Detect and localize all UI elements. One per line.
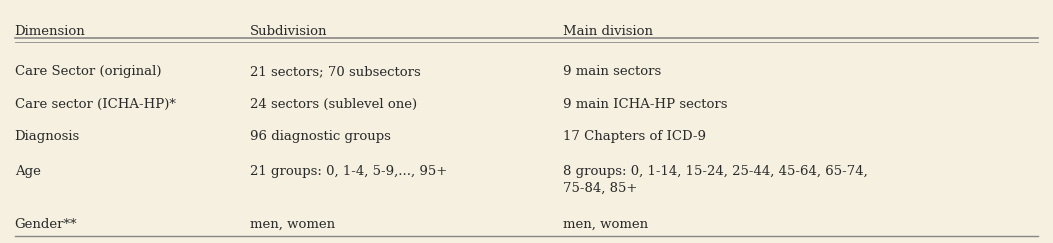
- Text: Care Sector (original): Care Sector (original): [15, 65, 161, 78]
- Text: 9 main sectors: 9 main sectors: [563, 65, 661, 78]
- Text: Subdivision: Subdivision: [250, 25, 327, 38]
- Text: 21 sectors; 70 subsectors: 21 sectors; 70 subsectors: [250, 65, 420, 78]
- Text: Age: Age: [15, 165, 40, 178]
- Text: 8 groups: 0, 1-14, 15-24, 25-44, 45-64, 65-74,
75-84, 85+: 8 groups: 0, 1-14, 15-24, 25-44, 45-64, …: [563, 165, 868, 195]
- Text: 96 diagnostic groups: 96 diagnostic groups: [250, 130, 391, 143]
- Text: Main division: Main division: [563, 25, 653, 38]
- Text: Diagnosis: Diagnosis: [15, 130, 80, 143]
- Text: Gender**: Gender**: [15, 218, 77, 231]
- Text: Care sector (ICHA-HP)*: Care sector (ICHA-HP)*: [15, 98, 176, 111]
- Text: men, women: men, women: [563, 218, 649, 231]
- Text: 21 groups: 0, 1-4, 5-9,..., 95+: 21 groups: 0, 1-4, 5-9,..., 95+: [250, 165, 446, 178]
- Text: 9 main ICHA-HP sectors: 9 main ICHA-HP sectors: [563, 98, 728, 111]
- Text: 17 Chapters of ICD-9: 17 Chapters of ICD-9: [563, 130, 707, 143]
- Text: 24 sectors (sublevel one): 24 sectors (sublevel one): [250, 98, 417, 111]
- Text: Dimension: Dimension: [15, 25, 85, 38]
- Text: men, women: men, women: [250, 218, 335, 231]
